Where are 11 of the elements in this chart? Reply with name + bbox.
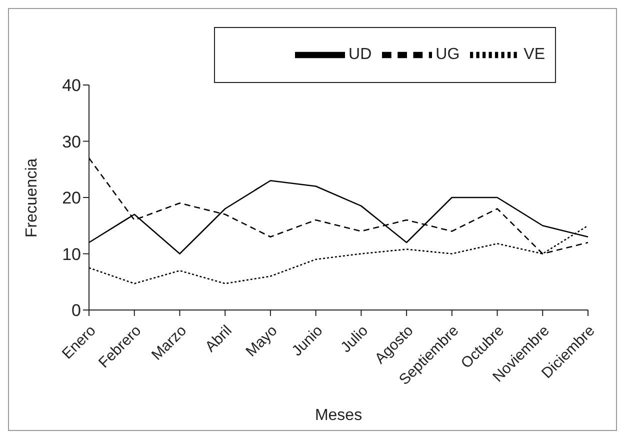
y-tick-label: 0 xyxy=(72,301,81,320)
x-axis-title: Meses xyxy=(314,407,362,424)
legend-label: VE xyxy=(524,46,545,64)
y-axis-title: Frecuencia xyxy=(24,158,41,238)
x-tick-label: Julio xyxy=(338,322,372,356)
y-tick-label: 10 xyxy=(62,244,81,264)
y-tick-label: 20 xyxy=(62,188,81,208)
legend-label: UG xyxy=(436,46,460,64)
y-tick-label: 40 xyxy=(62,76,81,96)
y-tick-label: 30 xyxy=(62,132,81,152)
legend-label: UD xyxy=(348,46,372,64)
